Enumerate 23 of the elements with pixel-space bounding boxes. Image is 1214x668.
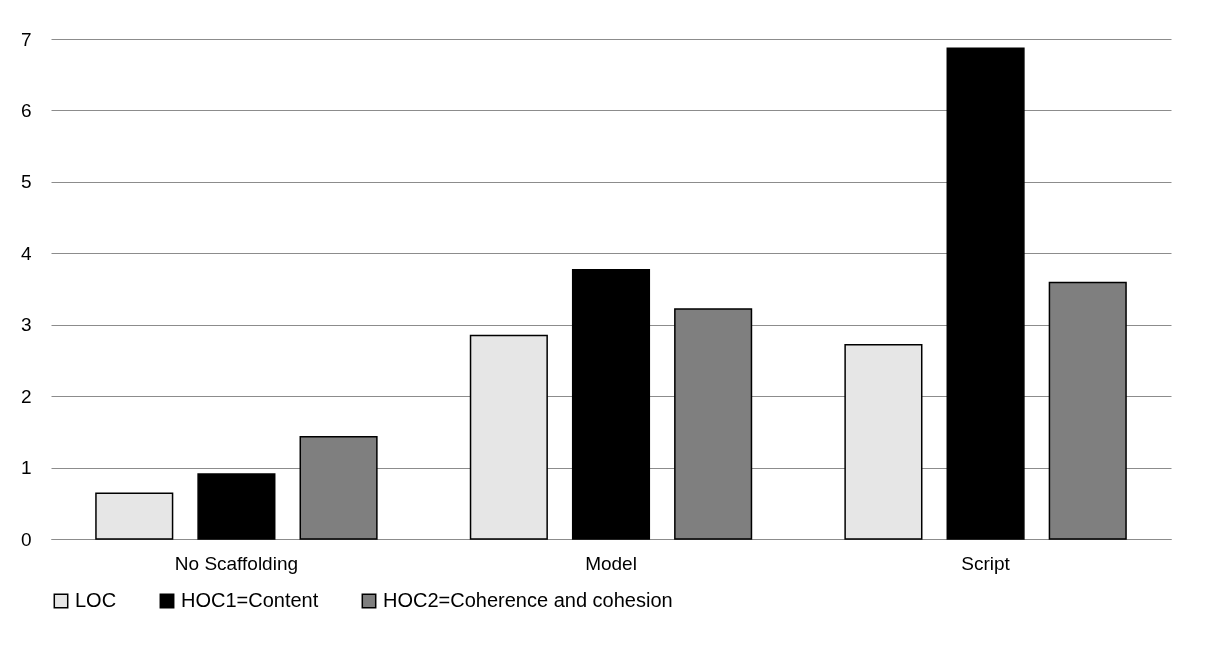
x-tick-label: Script (961, 552, 1011, 574)
bar (299, 436, 378, 540)
bar (844, 343, 923, 540)
y-tick-label: 0 (20, 528, 32, 550)
y-tick-label: 5 (20, 171, 32, 193)
y-tick-label: 6 (20, 99, 32, 121)
x-tick-label: No Scaffolding (174, 552, 299, 574)
bar (571, 268, 651, 540)
bar (1048, 281, 1127, 540)
y-tick-label: 3 (20, 314, 32, 336)
bar (197, 473, 276, 540)
bar (674, 308, 753, 540)
y-tick-label: 2 (20, 385, 32, 407)
bar (946, 47, 1025, 540)
legend-label: LOC (75, 589, 117, 611)
y-tick-label: 4 (20, 242, 32, 264)
legend-label: HOC1=Content (181, 589, 319, 611)
y-tick-label: 7 (20, 28, 32, 50)
y-tick-label: 1 (20, 457, 32, 479)
bar (95, 492, 174, 540)
x-tick-label: Model (585, 552, 637, 574)
legend-label: HOC2=Coherence and cohesion (383, 589, 673, 611)
bar (469, 334, 548, 540)
